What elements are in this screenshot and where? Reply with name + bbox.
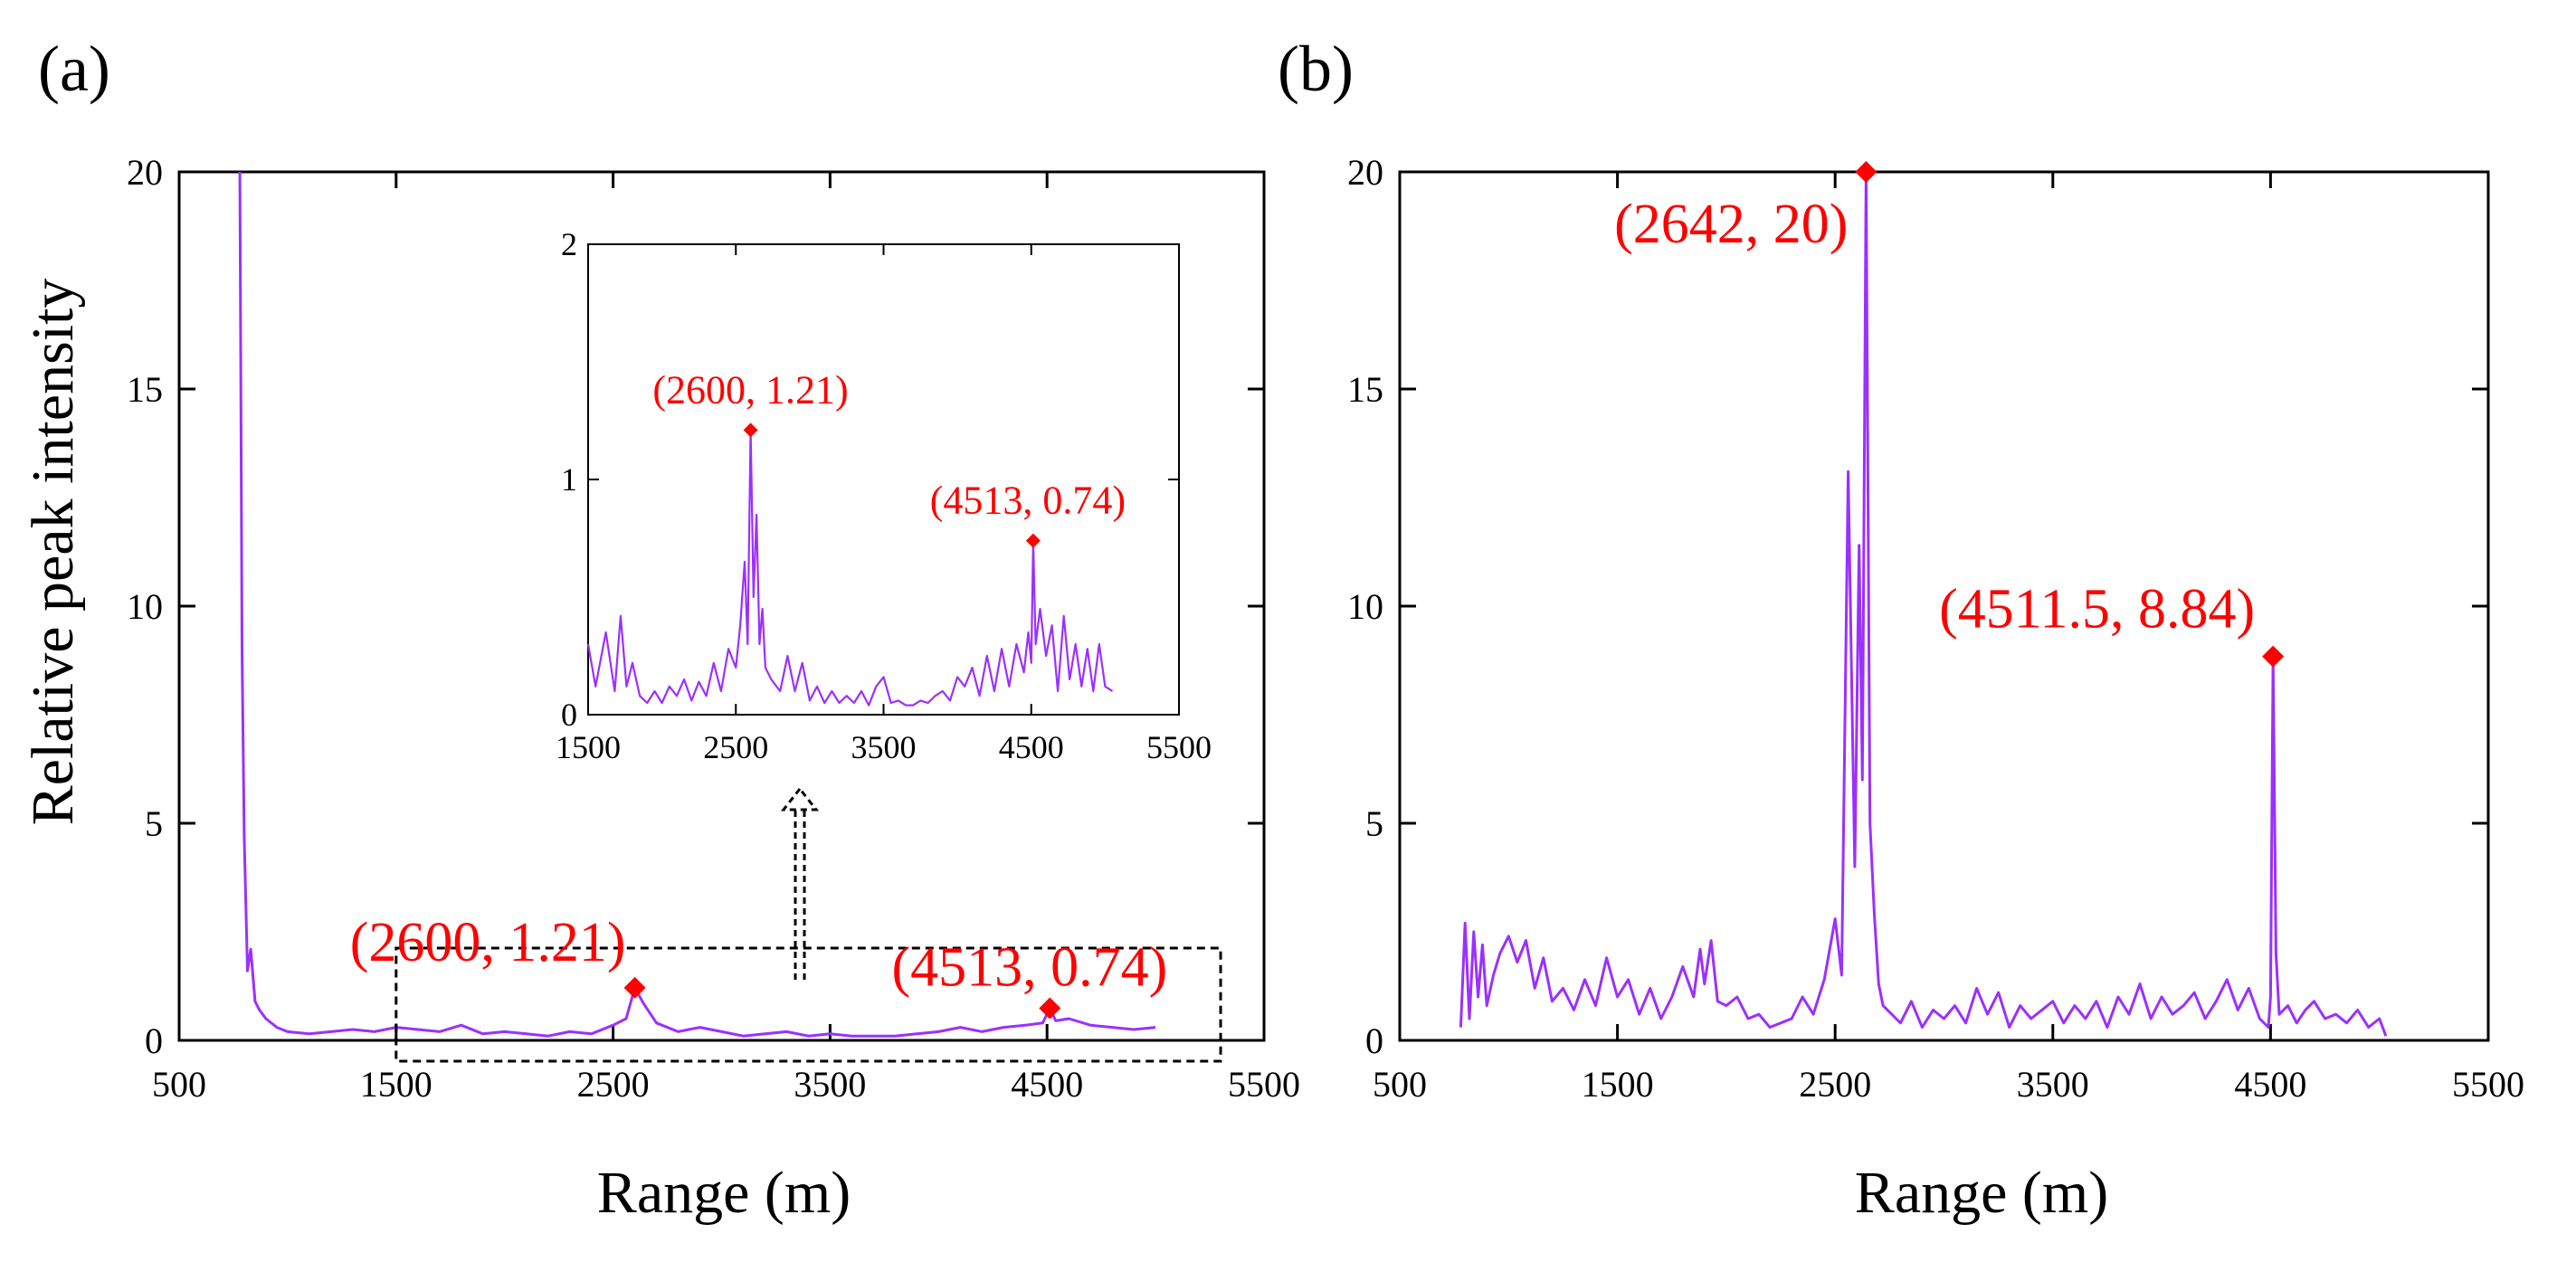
inset-x-tick-label: 4500 xyxy=(999,729,1064,765)
inset-y-tick-label: 0 xyxy=(561,697,577,733)
chart-panel-a: (a) Relative peak intensity Range (m) 50… xyxy=(20,33,1300,1226)
inset-background xyxy=(588,244,1179,715)
annotation-marker xyxy=(1855,161,1877,183)
y-axis-title-a: Relative peak intensity xyxy=(20,279,86,826)
inset-annotation-label: (4513, 0.74) xyxy=(930,479,1126,523)
annotation-label: (2600, 1.21) xyxy=(350,912,626,973)
inset-annotation-marker xyxy=(743,422,758,438)
inset-annotation-label: (2600, 1.21) xyxy=(652,367,848,412)
inset-x-tick-label: 2500 xyxy=(703,729,768,765)
y-tick-label: 10 xyxy=(1347,586,1383,627)
inset-x-tick-label: 1500 xyxy=(556,729,621,765)
panel-label-a: (a) xyxy=(38,33,110,105)
annotation-label: (4511.5, 8.84) xyxy=(1939,579,2255,640)
x-tick-label: 1500 xyxy=(1582,1064,1654,1105)
plot-area-b: 500 1500 2500 3500 4500 5500 0 5 10 15 20 (2642, 20… xyxy=(1347,152,2524,1105)
inset-plot-a: 1500 2500 3500 4500 5500 0 1 2 (2600, 1.21) (4513… xyxy=(556,226,1212,765)
y-tick-label: 0 xyxy=(1365,1020,1383,1061)
annotation-marker xyxy=(1039,997,1061,1020)
x-tick-label: 5500 xyxy=(2452,1064,2524,1105)
x-tick-label: 2500 xyxy=(577,1064,650,1105)
inset-y-tick-label: 2 xyxy=(561,226,577,262)
x-tick-label: 500 xyxy=(152,1064,206,1105)
inset-x-tick-label: 3500 xyxy=(851,729,917,765)
annotation-marker xyxy=(623,976,646,999)
y-tick-label: 10 xyxy=(127,586,163,627)
y-tick-label: 20 xyxy=(1347,152,1383,193)
series-line xyxy=(238,171,1156,1038)
annotation-label: (2642, 20) xyxy=(1614,194,1848,255)
inset-series-line xyxy=(586,429,1114,707)
y-tick-label: 20 xyxy=(127,152,163,193)
y-tick-label: 0 xyxy=(145,1020,163,1061)
x-tick-label: 2500 xyxy=(1799,1064,1871,1105)
x-tick-label: 3500 xyxy=(794,1064,866,1105)
x-tick-label: 1500 xyxy=(360,1064,433,1105)
x-tick-label: 4500 xyxy=(2234,1064,2306,1105)
zoom-box xyxy=(394,946,1222,1063)
inset-x-tick-label: 5500 xyxy=(1146,729,1212,765)
x-tick-label: 500 xyxy=(1373,1064,1427,1105)
inset-annotation-marker xyxy=(1025,533,1041,548)
x-tick-label: 3500 xyxy=(2017,1064,2089,1105)
panel-label-b: (b) xyxy=(1278,33,1354,105)
series-line xyxy=(1459,170,2388,1037)
y-tick-label: 5 xyxy=(1365,803,1383,844)
annotation-label: (4513, 0.74) xyxy=(892,936,1168,998)
y-tick-label: 5 xyxy=(145,803,163,844)
chart-panel-b: (b) Range (m) 500 1500 2500 3500 4500 5500 0 5 1… xyxy=(1278,33,2524,1226)
annotation-marker xyxy=(2262,645,2285,668)
inset-y-tick-label: 1 xyxy=(561,461,577,498)
y-tick-label: 15 xyxy=(1347,369,1383,410)
x-axis-title-a: Range (m) xyxy=(597,1160,851,1226)
x-tick-label: 5500 xyxy=(1228,1064,1300,1105)
y-tick-label: 15 xyxy=(127,369,163,410)
x-tick-label: 4500 xyxy=(1011,1064,1083,1105)
x-axis-title-b: Range (m) xyxy=(1855,1160,2108,1226)
zoom-arrow xyxy=(780,786,820,980)
